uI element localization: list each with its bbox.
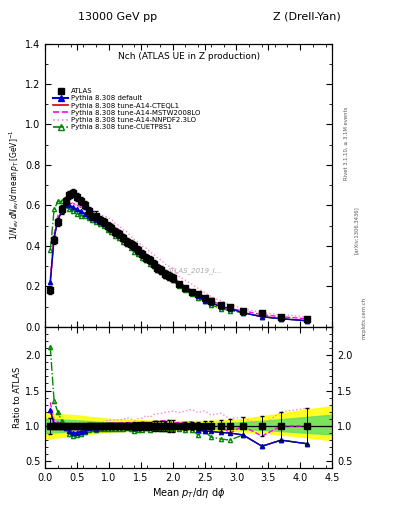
Text: 13000 GeV pp: 13000 GeV pp (78, 11, 158, 22)
Text: Rivet 3.1.10, ≥ 3.1M events: Rivet 3.1.10, ≥ 3.1M events (344, 106, 349, 180)
Y-axis label: Ratio to ATLAS: Ratio to ATLAS (13, 367, 22, 428)
Text: mcplots.cern.ch: mcplots.cern.ch (362, 296, 367, 338)
Text: ATLAS_2019_I...: ATLAS_2019_I... (167, 267, 222, 273)
Text: Nch (ATLAS UE in Z production): Nch (ATLAS UE in Z production) (118, 52, 260, 61)
X-axis label: Mean $p_T$/d$\eta$ d$\phi$: Mean $p_T$/d$\eta$ d$\phi$ (152, 486, 225, 500)
Legend: ATLAS, Pythia 8.308 default, Pythia 8.308 tune-A14-CTEQL1, Pythia 8.308 tune-A14: ATLAS, Pythia 8.308 default, Pythia 8.30… (51, 87, 202, 132)
Text: [arXiv:1306.3436]: [arXiv:1306.3436] (354, 206, 359, 254)
Text: Z (Drell-Yan): Z (Drell-Yan) (273, 11, 340, 22)
Y-axis label: $1/N_{ev}\,dN_{ev}/d\,\mathrm{mean}\,p_T\,[\mathrm{GeV}]^{-1}$: $1/N_{ev}\,dN_{ev}/d\,\mathrm{mean}\,p_T… (8, 130, 22, 241)
